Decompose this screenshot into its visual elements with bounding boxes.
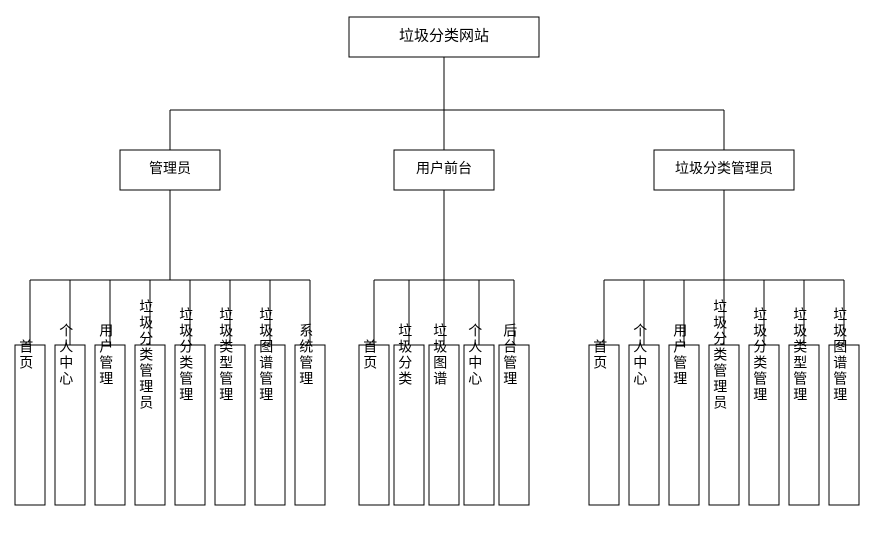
- leaf-label-10: 垃圾分类: [396, 323, 412, 387]
- leaf-label-8: 系统管理: [297, 323, 313, 387]
- leaf-label-19: 垃圾类型管理: [791, 307, 807, 403]
- leaf-label-20: 垃圾图谱管理: [831, 307, 847, 403]
- leaf-label-14: 首页: [591, 339, 607, 371]
- mid-label-1: 管理员: [149, 161, 191, 177]
- leaf-label-18: 垃圾分类管理: [751, 307, 767, 403]
- leaf-label-16: 用户管理: [671, 323, 687, 387]
- leaf-label-13: 后台管理: [501, 323, 517, 387]
- mid-label-2: 用户前台: [416, 160, 472, 177]
- root-label: 垃圾分类网站: [399, 27, 489, 44]
- leaf-label-5: 垃圾分类管理: [177, 307, 193, 403]
- leaf-label-3: 用户管理: [97, 323, 113, 387]
- leaf-label-4: 垃圾分类管理员: [137, 299, 153, 411]
- leaf-label-9: 首页: [361, 339, 377, 371]
- leaf-label-7: 垃圾图谱管理: [257, 307, 273, 403]
- leaf-label-15: 个人中心: [631, 323, 647, 387]
- leaf-label-2: 个人中心: [57, 323, 73, 387]
- leaf-label-11: 垃圾图谱: [431, 323, 447, 387]
- leaf-label-1: 首页: [17, 339, 33, 371]
- leaf-label-6: 垃圾类型管理: [217, 307, 233, 403]
- mid-label-3: 垃圾分类管理员: [675, 161, 773, 177]
- leaf-label-17: 垃圾分类管理员: [711, 299, 727, 411]
- leaf-label-12: 个人中心: [466, 323, 482, 387]
- org-tree-diagram: 垃圾分类网站管理员用户前台垃圾分类管理员首页个人中心用户管理垃圾分类管理员垃圾分…: [0, 0, 889, 542]
